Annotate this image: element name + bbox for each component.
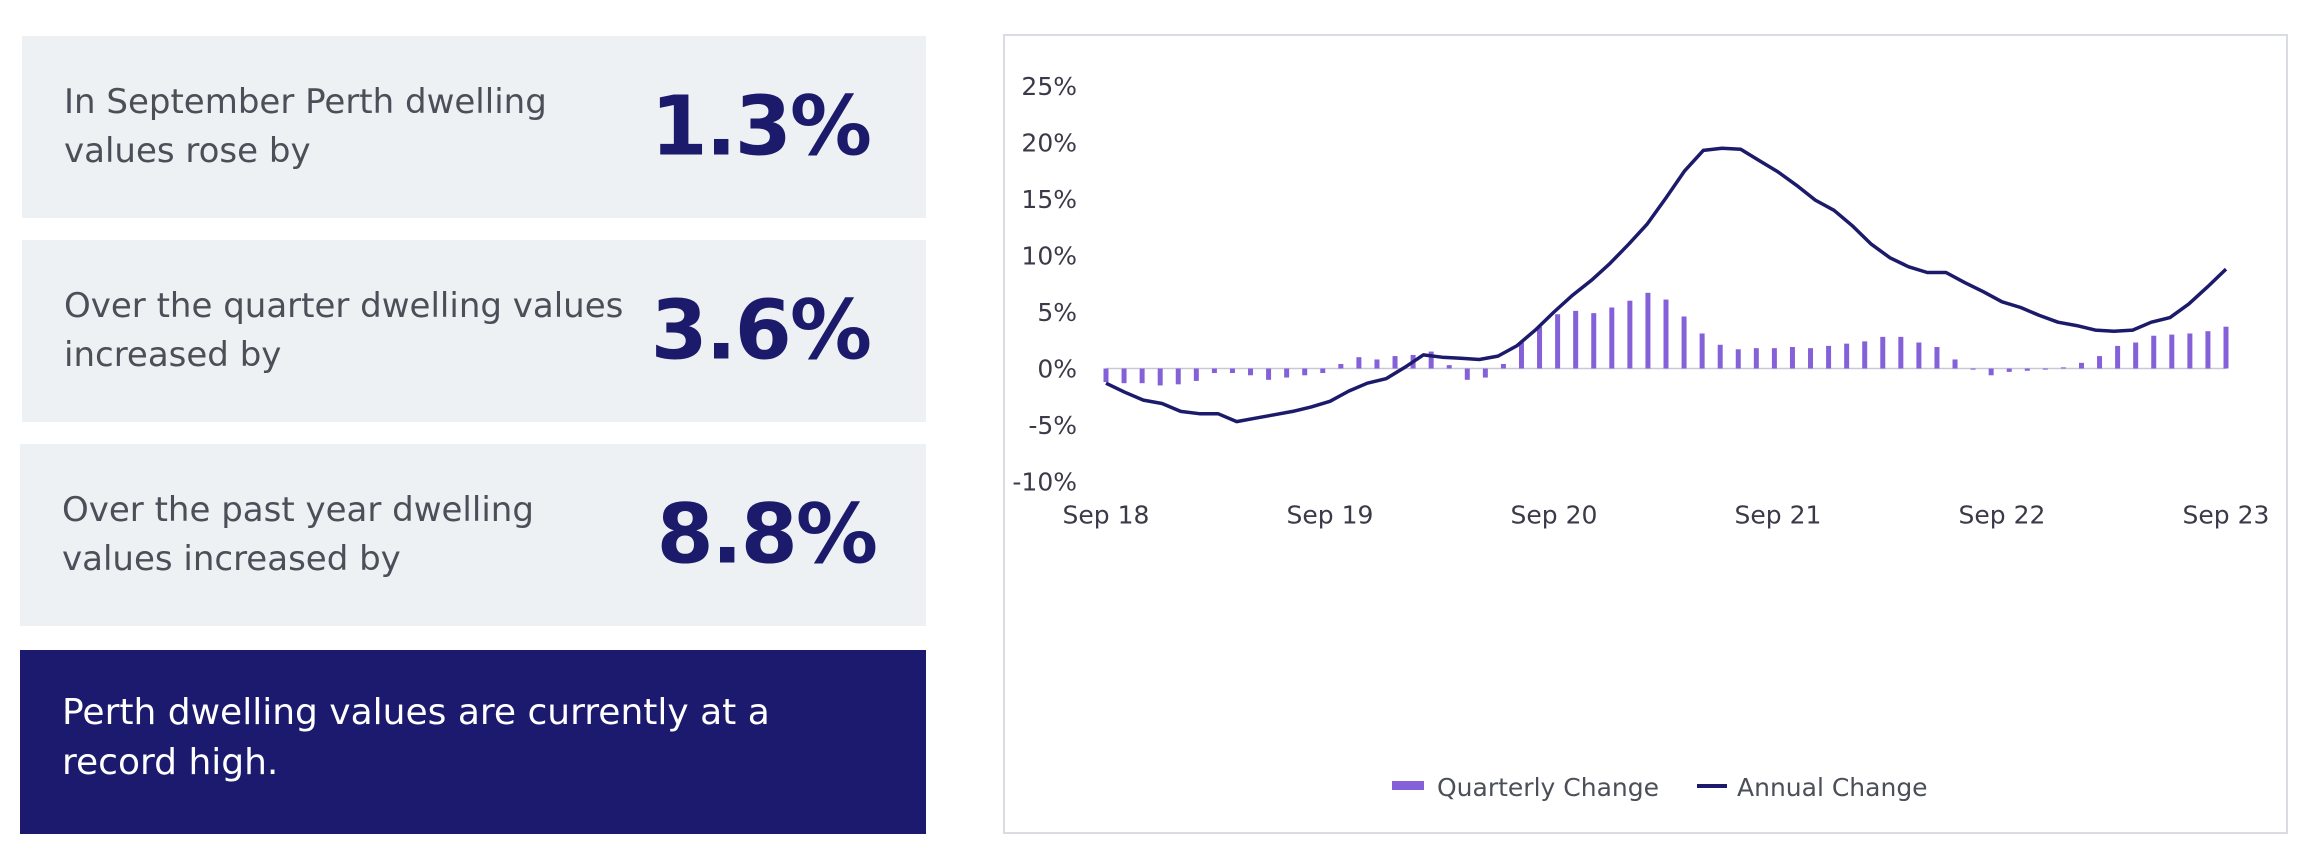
quarterly-change-bar (1302, 368, 1308, 376)
x-tick-label: Sep 20 (1511, 501, 1598, 530)
quarterly-change-bar (2133, 342, 2139, 369)
quarterly-change-bar (1771, 348, 1777, 369)
quarterly-change-bar (1844, 343, 1850, 369)
quarterly-change-bar (1392, 356, 1398, 369)
quarterly-change-bar (2006, 368, 2012, 372)
stat-value: 3.6% (650, 283, 872, 379)
quarterly-change-bar (2151, 335, 2157, 369)
quarterly-change-bar (1681, 316, 1687, 369)
quarterly-change-bar (1428, 351, 1434, 369)
stat-label: Over the quarter dwelling values increas… (64, 286, 624, 375)
quarterly-change-bar (1374, 359, 1380, 369)
x-tick-label: Sep 21 (1735, 501, 1822, 530)
quarterly-change-bar (1645, 292, 1651, 369)
quarterly-change-bar (1103, 368, 1109, 383)
quarterly-change-bar (1934, 347, 1940, 369)
y-tick-label: 10% (1021, 242, 1077, 271)
x-tick-label: Sep 19 (1287, 501, 1374, 530)
quarterly-change-bar (1898, 336, 1904, 369)
quarterly-change-bar (2060, 367, 2066, 369)
x-tick-label: Sep 22 (1959, 501, 2046, 530)
quarterly-change-bar (1789, 347, 1795, 369)
x-tick-label: Sep 18 (1063, 501, 1150, 530)
quarterly-change-bar (1229, 368, 1235, 374)
quarterly-change-bar (1916, 342, 1922, 369)
y-tick-label: 0% (1037, 355, 1077, 384)
quarterly-change-bar (1338, 363, 1344, 369)
quarterly-change-bar (1537, 326, 1543, 369)
quarterly-change-bar (1211, 368, 1217, 374)
quarterly-change-bar (2024, 368, 2030, 371)
stat-label: In September Perth dwelling values rose … (64, 82, 547, 171)
quarterly-change-bar (1193, 368, 1199, 381)
quarterly-change-bar (1500, 363, 1506, 369)
quarterly-change-bar (1988, 368, 1994, 376)
stat-value: 8.8% (656, 487, 878, 583)
quarterly-change-bar (1573, 310, 1579, 369)
quarterly-change-bar (1175, 368, 1181, 385)
y-tick-label: 20% (1021, 129, 1077, 158)
quarterly-change-bar (1464, 368, 1470, 380)
record-high-banner: Perth dwelling values are currently at a… (20, 650, 926, 834)
quarterly-change-bar (1862, 341, 1868, 369)
quarterly-change-bar (1699, 333, 1705, 369)
annual-change-line (1105, 146, 2228, 424)
quarterly-change-bar (1826, 345, 1832, 369)
quarterly-change-bar (1808, 348, 1814, 369)
quarterly-change-bar (1446, 365, 1452, 369)
y-tick-label: -10% (1012, 468, 1077, 497)
quarterly-change-bar (1139, 368, 1145, 384)
quarterly-change-bar (1970, 368, 1976, 370)
chart-panel: 25% 20% 15% 10% 5% 0% -5% -10% Sep 18 Sep 19 Sep 2… (1003, 34, 2288, 834)
y-tick-label: -5% (1028, 411, 1077, 440)
quarterly-change-bar (2223, 326, 2229, 369)
quarterly-change-bar (1555, 314, 1561, 369)
quarterly-change-bar (1356, 357, 1362, 369)
quarterly-change-bar (2205, 331, 2211, 369)
quarterly-change-bar (2115, 345, 2121, 369)
quarterly-change-bar (1266, 368, 1272, 380)
quarterly-change-bar (2078, 362, 2084, 369)
y-tick-label: 5% (1037, 298, 1077, 327)
quarterly-change-bar (1952, 359, 1958, 369)
quarterly-change-bar (1284, 368, 1290, 378)
quarterly-change-bar (1609, 307, 1615, 369)
quarterly-change-bar (2169, 334, 2175, 369)
quarterly-change-bar (1591, 313, 1597, 369)
y-tick-label: 25% (1021, 72, 1077, 101)
y-tick-label: 15% (1021, 185, 1077, 214)
quarterly-change-bar (1157, 368, 1163, 386)
quarterly-change-bar (1880, 336, 1886, 369)
stat-value: 1.3% (650, 79, 872, 175)
dwelling-values-chart: 25% 20% 15% 10% 5% 0% -5% -10% Sep 18 Sep 19 Sep 2… (1012, 72, 2270, 802)
legend-quarterly-swatch (1392, 781, 1424, 790)
quarterly-change-bar (1121, 368, 1127, 384)
quarterly-change-bar (1320, 368, 1326, 374)
x-tick-label: Sep 23 (2183, 501, 2270, 530)
quarterly-change-bar (2042, 368, 2048, 370)
quarterly-change-bar (1248, 368, 1254, 376)
quarterly-change-bar (1663, 299, 1669, 369)
quarterly-change-bar (1482, 368, 1488, 378)
stat-label: Over the past year dwelling values incre… (62, 490, 534, 579)
quarterly-change-bar (1717, 344, 1723, 369)
legend-annual-label: Annual Change (1737, 773, 1928, 802)
quarterly-change-bar (1735, 349, 1741, 369)
quarterly-change-bar (1627, 300, 1633, 369)
stat-card-annual: Over the past year dwelling values incre… (20, 444, 926, 626)
legend-quarterly-label: Quarterly Change (1437, 773, 1659, 802)
stat-card-monthly: In September Perth dwelling values rose … (22, 36, 926, 218)
quarterly-change-bar (1753, 348, 1759, 369)
quarterly-change-bar (1518, 342, 1524, 369)
quarterly-change-bar (2187, 333, 2193, 369)
stat-card-quarterly: Over the quarter dwelling values increas… (22, 240, 926, 422)
quarterly-change-bar (2097, 356, 2103, 369)
record-high-text: Perth dwelling values are currently at a… (62, 692, 770, 783)
